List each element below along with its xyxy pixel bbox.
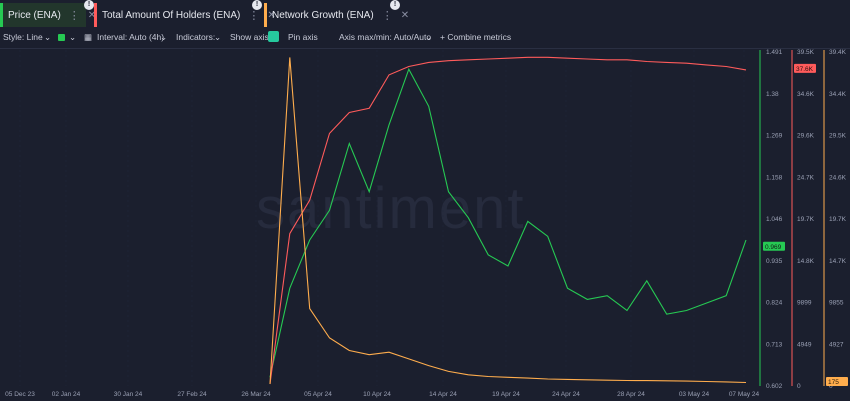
growth-current-badge-bg: [826, 377, 848, 386]
price-axis-tick: 0.602: [766, 383, 783, 390]
growth-axis-tick: 34.4K: [829, 91, 847, 98]
tab-price[interactable]: Price (ENA) ⋮ ✕ !: [0, 0, 96, 27]
price-axis-tick: 1.158: [766, 174, 783, 181]
price-axis-tick: 1.269: [766, 133, 783, 140]
x-tick-label: 07 May 24: [729, 391, 760, 398]
chevron-down-icon[interactable]: ⌄: [214, 32, 222, 42]
show-axis-checkbox[interactable]: [268, 31, 279, 42]
chevron-down-icon[interactable]: ⌄: [69, 32, 77, 42]
price-current-badge: 0.969: [765, 244, 782, 251]
tab-network-growth[interactable]: Network Growth (ENA) ⋮ ✕ !: [264, 0, 409, 27]
info-icon[interactable]: !: [84, 0, 94, 10]
growth-axis-tick: 0: [829, 383, 833, 390]
x-tick-label: 14 Apr 24: [429, 391, 457, 398]
info-icon[interactable]: !: [252, 0, 262, 10]
calendar-icon: ▦: [84, 32, 93, 42]
holders-axis-tick: 29.6K: [797, 133, 815, 140]
growth-axis-tick: 39.4K: [829, 49, 847, 56]
style-select[interactable]: Style: Line: [3, 32, 43, 42]
more-icon[interactable]: ⋮: [68, 9, 80, 22]
more-icon[interactable]: ⋮: [381, 9, 393, 22]
metric-tabs: Price (ENA) ⋮ ✕ ! Total Amount Of Holder…: [0, 0, 850, 30]
tab-price-label: Price (ENA): [8, 9, 61, 21]
growth-axis-tick: 19.7K: [829, 216, 847, 223]
price-current-badge-bg: [763, 241, 785, 251]
series-line-price-ena-: [269, 67, 747, 378]
x-tick-label: 30 Jan 24: [114, 391, 143, 398]
growth-current-badge: 175: [828, 379, 839, 386]
holders-axis-tick: 24.7K: [797, 174, 815, 181]
more-icon[interactable]: ⋮: [248, 9, 260, 22]
price-axis-tick: 0.935: [766, 258, 783, 265]
price-axis-tick: 0.713: [766, 341, 783, 348]
growth-axis-tick: 29.5K: [829, 133, 847, 140]
holders-current-badge-bg: [794, 63, 816, 73]
holders-current-badge: 37.6K: [796, 66, 814, 73]
growth-axis-tick: 9855: [829, 300, 844, 307]
x-tick-label: 05 Dec 23: [5, 391, 35, 398]
x-tick-label: 26 Mar 24: [241, 391, 271, 398]
holders-axis-tick: 14.8K: [797, 258, 815, 265]
price-axis-tick: 1.491: [766, 49, 783, 56]
close-icon[interactable]: ✕: [267, 9, 276, 21]
tab-holders-label: Total Amount Of Holders (ENA): [102, 9, 241, 21]
combine-metrics-button[interactable]: + Combine metrics: [440, 32, 512, 42]
pin-axis-toggle[interactable]: Pin axis: [288, 32, 318, 42]
x-tick-label: 02 Jan 24: [52, 391, 81, 398]
interval-select[interactable]: Interval: Auto (4h): [97, 32, 165, 42]
holders-axis-tick: 4949: [797, 341, 812, 348]
watermark: santiment: [256, 176, 525, 241]
growth-axis-tick: 14.7K: [829, 258, 847, 265]
x-tick-label: 10 Apr 24: [363, 391, 391, 398]
axis-maxmin-select[interactable]: Axis max/min: Auto/Auto: [339, 32, 432, 42]
x-tick-label: 05 Apr 24: [304, 391, 332, 398]
indicators-select[interactable]: Indicators:: [176, 32, 216, 42]
price-axis-tick: 1.38: [766, 91, 779, 98]
chart-toolbar: Style: Line ⌄ ⌄ ▦ Interval: Auto (4h) ⌄ …: [0, 31, 850, 45]
tab-growth-label: Network Growth (ENA): [272, 9, 374, 21]
x-tick-label: 03 May 24: [679, 391, 710, 398]
holders-axis-tick: 39.5K: [797, 49, 815, 56]
x-tick-label: 28 Apr 24: [617, 391, 645, 398]
color-swatch[interactable]: [58, 34, 65, 41]
close-icon[interactable]: ✕: [400, 9, 410, 21]
x-tick-label: 19 Apr 24: [492, 391, 520, 398]
price-axis-tick: 1.046: [766, 216, 783, 223]
series-line-network-growth-ena-: [269, 57, 747, 385]
show-axis-label: Show axis: [230, 32, 269, 42]
tab-holders[interactable]: Total Amount Of Holders (ENA) ⋮ ✕ !: [94, 0, 276, 27]
chevron-down-icon[interactable]: ⌄: [44, 32, 52, 42]
x-tick-label: 24 Apr 24: [552, 391, 580, 398]
growth-axis-tick: 4927: [829, 341, 844, 348]
series-line-total-amount-of-holders-ena-: [269, 56, 747, 385]
info-icon[interactable]: !: [390, 0, 400, 10]
chevron-down-icon[interactable]: ⌄: [425, 32, 433, 42]
growth-axis-tick: 24.6K: [829, 174, 847, 181]
chevron-down-icon[interactable]: ⌄: [160, 32, 168, 42]
x-tick-label: 27 Feb 24: [177, 391, 207, 398]
divider: [0, 48, 850, 49]
holders-axis-tick: 9899: [797, 300, 812, 307]
price-axis-tick: 0.824: [766, 300, 783, 307]
holders-axis-tick: 19.7K: [797, 216, 815, 223]
holders-axis-tick: 0: [797, 383, 801, 390]
close-icon[interactable]: ✕: [87, 9, 97, 21]
holders-axis-tick: 34.6K: [797, 91, 815, 98]
